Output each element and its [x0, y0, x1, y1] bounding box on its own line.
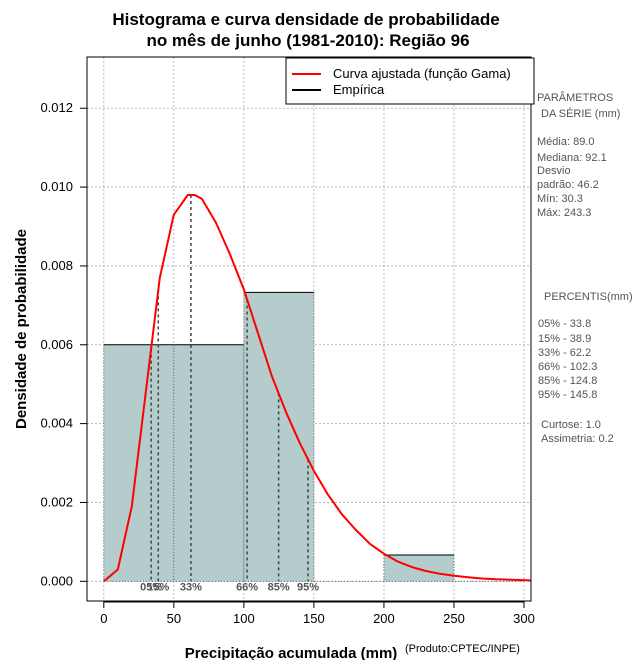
- parameters-title-line-1: PARÂMETROS: [537, 91, 613, 104]
- histogram-bars: [103, 291, 524, 582]
- x-axis-label: Precipitação acumulada (mm): [185, 645, 398, 660]
- param-mean: Média: 89.0: [537, 136, 594, 148]
- percentile-85: 85% - 124.8: [538, 375, 597, 387]
- y-tick-label-2: 0.004: [40, 416, 73, 431]
- percentile-95: 95% - 145.8: [538, 389, 597, 401]
- percentiles-title: PERCENTIS(mm): [544, 291, 633, 303]
- percentile-mark-label-2: 33%: [180, 581, 202, 593]
- percentile-05: 05% - 33.8: [538, 318, 591, 330]
- x-tick-label-4: 200: [373, 611, 395, 626]
- percentile-mark-label-4: 85%: [268, 581, 290, 593]
- x-tick-label-5: 250: [443, 611, 465, 626]
- percentile-33: 33% - 62.2: [538, 347, 591, 359]
- chart-title-line-1: Histograma e curva densidade de probabil…: [112, 10, 499, 29]
- x-tick-label-6: 300: [513, 611, 535, 626]
- fitted-gamma-curve: [103, 194, 532, 583]
- param-min: Mín: 30.3: [537, 193, 583, 205]
- legend-box: [285, 57, 535, 105]
- y-tick-label-6: 0.012: [40, 100, 73, 115]
- y-axis: 0.000 0.002 0.004 0.006 0.008 0.010 0.012: [40, 100, 88, 588]
- series-parameters-panel: PARÂMETROS DA SÉRIE (mm) Média: 89.0 Med…: [537, 91, 633, 445]
- percentile-mark-label-5: 95%: [297, 581, 319, 593]
- legend: Curva ajustada (função Gama) Empírica: [285, 57, 535, 105]
- param-std-line-1: Desvio: [537, 165, 571, 177]
- percentile-labels: 05%15% 33% 66% 85% 95%: [140, 581, 319, 593]
- product-credit: (Produto:CPTEC/INPE): [405, 643, 520, 655]
- x-tick-label-1: 50: [167, 611, 181, 626]
- x-tick-label-0: 0: [100, 611, 107, 626]
- legend-label-empirical: Empírica: [333, 82, 385, 97]
- x-axis: 0 50 100 150 200 250 300: [100, 601, 535, 626]
- parameters-title-line-2: DA SÉRIE (mm): [541, 107, 620, 120]
- kurtosis: Curtose: 1.0: [541, 419, 601, 431]
- histogram-bar-0: [103, 344, 174, 582]
- x-tick-label-2: 100: [233, 611, 255, 626]
- y-tick-label-1: 0.002: [40, 494, 73, 509]
- chart-title-line-2: no mês de junho (1981-2010): Região 96: [146, 31, 469, 50]
- y-tick-label-5: 0.010: [40, 179, 73, 194]
- x-tick-label-3: 150: [303, 611, 325, 626]
- y-axis-label: Densidade de probabilidade: [13, 229, 30, 429]
- percentile-mark-label-0: 05%: [140, 581, 162, 593]
- y-tick-label-3: 0.006: [40, 337, 73, 352]
- legend-label-fitted: Curva ajustada (função Gama): [333, 66, 511, 81]
- percentile-mark-label-3: 66%: [236, 581, 258, 593]
- fitted-curve-group: [103, 194, 532, 583]
- percentile-lines: [150, 194, 309, 582]
- percentile-66: 66% - 102.3: [538, 361, 597, 373]
- percentile-15: 15% - 38.9: [538, 333, 591, 345]
- percentile-mark-label-1: 15%: [147, 581, 169, 593]
- skewness: Assimetria: 0.2: [541, 433, 614, 445]
- param-max: Máx: 243.3: [537, 207, 591, 219]
- y-tick-label-4: 0.008: [40, 258, 73, 273]
- param-std-line-2: padrão: 46.2: [537, 179, 599, 191]
- y-tick-label-0: 0.000: [40, 573, 73, 588]
- param-median: Mediana: 92.1: [537, 152, 607, 164]
- histogram-bar-1: [173, 344, 244, 582]
